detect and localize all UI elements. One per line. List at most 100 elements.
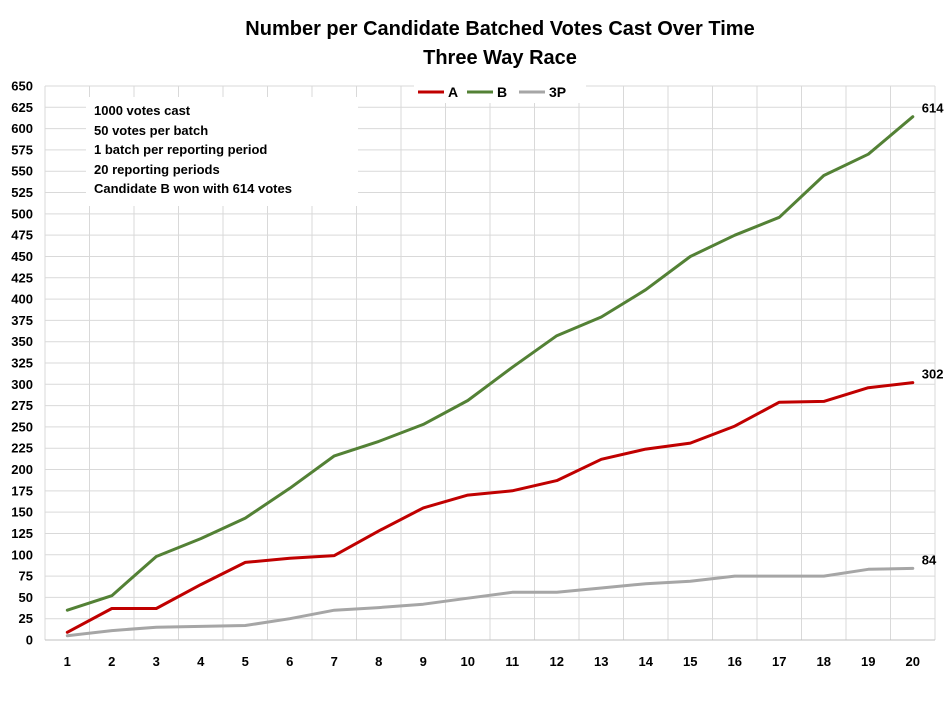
x-tick-label: 1 — [64, 654, 71, 669]
data-point-a — [555, 479, 559, 483]
y-tick-label: 25 — [19, 611, 33, 626]
y-tick-label: 250 — [11, 419, 33, 434]
y-tick-label: 150 — [11, 505, 33, 520]
x-tick-label: 15 — [683, 654, 697, 669]
data-point-a — [332, 554, 336, 558]
data-point-3p — [555, 590, 559, 594]
data-point-a — [733, 424, 737, 428]
series-line-a — [65, 381, 915, 634]
data-point-a — [822, 399, 826, 403]
legend: A B 3P — [414, 81, 586, 103]
x-tick-label: 6 — [286, 654, 293, 669]
data-point-a — [866, 386, 870, 390]
data-point-3p — [688, 579, 692, 583]
x-tick-label: 3 — [153, 654, 160, 669]
y-tick-label: 425 — [11, 270, 33, 285]
data-point-3p — [599, 586, 603, 590]
y-tick-label: 625 — [11, 100, 33, 115]
data-point-3p — [243, 624, 247, 628]
chart-title: Number per Candidate Batched Votes Cast … — [245, 18, 754, 40]
end-labels: 302 614 84 — [922, 101, 944, 568]
y-tick-label: 475 — [11, 228, 33, 243]
y-tick-label: 125 — [11, 526, 33, 541]
data-point-3p — [110, 629, 114, 633]
y-tick-label: 300 — [11, 377, 33, 392]
end-label-3p: 84 — [922, 552, 937, 567]
y-tick-label: 275 — [11, 398, 33, 413]
grid — [44, 85, 936, 640]
data-point-b — [243, 516, 247, 520]
y-tick-label: 600 — [11, 121, 33, 136]
data-point-a — [154, 606, 158, 610]
axes: 0255075100125150175200225250275300325350… — [11, 79, 935, 669]
data-point-3p — [466, 596, 470, 600]
series-line-3p — [65, 566, 915, 638]
x-tick-label: 7 — [331, 654, 338, 669]
data-point-a — [199, 583, 203, 587]
annotation-background — [86, 97, 358, 206]
data-point-3p — [822, 574, 826, 578]
x-tick-label: 20 — [906, 654, 920, 669]
legend-label-b: B — [497, 84, 507, 100]
legend-label-a: A — [448, 84, 458, 100]
legend-label-3p: 3P — [549, 84, 566, 100]
end-label-a: 302 — [922, 367, 944, 382]
y-tick-label: 375 — [11, 313, 33, 328]
data-point-a — [421, 506, 425, 510]
data-point-b — [644, 288, 648, 292]
y-tick-label: 200 — [11, 462, 33, 477]
x-tick-label: 2 — [108, 654, 115, 669]
data-point-a — [599, 457, 603, 461]
x-tick-label: 17 — [772, 654, 786, 669]
chart-subtitle: Three Way Race — [423, 47, 577, 69]
y-tick-label: 225 — [11, 441, 33, 456]
data-point-b — [777, 215, 781, 219]
data-point-b — [199, 537, 203, 541]
x-tick-label: 4 — [197, 654, 205, 669]
data-point-b — [154, 554, 158, 558]
x-tick-label: 16 — [728, 654, 742, 669]
data-point-a — [110, 606, 114, 610]
data-point-3p — [65, 634, 69, 638]
data-point-b — [332, 454, 336, 458]
y-tick-label: 50 — [19, 590, 33, 605]
data-point-a — [377, 529, 381, 533]
data-point-3p — [510, 590, 514, 594]
data-point-a — [911, 381, 915, 385]
data-point-b — [288, 486, 292, 490]
x-tick-label: 18 — [817, 654, 831, 669]
y-tick-label: 450 — [11, 249, 33, 264]
series-layer — [65, 115, 915, 638]
annotation-box: 1000 votes cast 50 votes per batch 1 bat… — [86, 97, 358, 206]
data-point-3p — [866, 567, 870, 571]
data-point-a — [243, 560, 247, 564]
y-tick-label: 350 — [11, 334, 33, 349]
data-point-3p — [377, 606, 381, 610]
y-tick-label: 175 — [11, 483, 33, 498]
y-tick-label: 325 — [11, 356, 33, 371]
data-point-3p — [154, 625, 158, 629]
series-line-b — [65, 115, 915, 612]
data-point-a — [644, 447, 648, 451]
data-point-b — [421, 422, 425, 426]
y-tick-label: 575 — [11, 142, 33, 157]
y-tick-label: 400 — [11, 292, 33, 307]
data-point-3p — [777, 574, 781, 578]
data-point-3p — [644, 582, 648, 586]
y-tick-label: 100 — [11, 547, 33, 562]
x-tick-label: 13 — [594, 654, 608, 669]
data-point-a — [688, 441, 692, 445]
x-tick-label: 10 — [461, 654, 475, 669]
x-tick-label: 19 — [861, 654, 875, 669]
legend-background — [414, 81, 586, 103]
data-point-b — [110, 594, 114, 598]
data-point-b — [555, 334, 559, 338]
x-tick-label: 12 — [550, 654, 564, 669]
annotation-line: 1 batch per reporting period — [94, 142, 267, 157]
data-point-a — [777, 400, 781, 404]
data-point-b — [688, 254, 692, 258]
y-tick-label: 500 — [11, 206, 33, 221]
legend-item-a: A — [418, 84, 458, 100]
legend-item-b: B — [467, 84, 507, 100]
